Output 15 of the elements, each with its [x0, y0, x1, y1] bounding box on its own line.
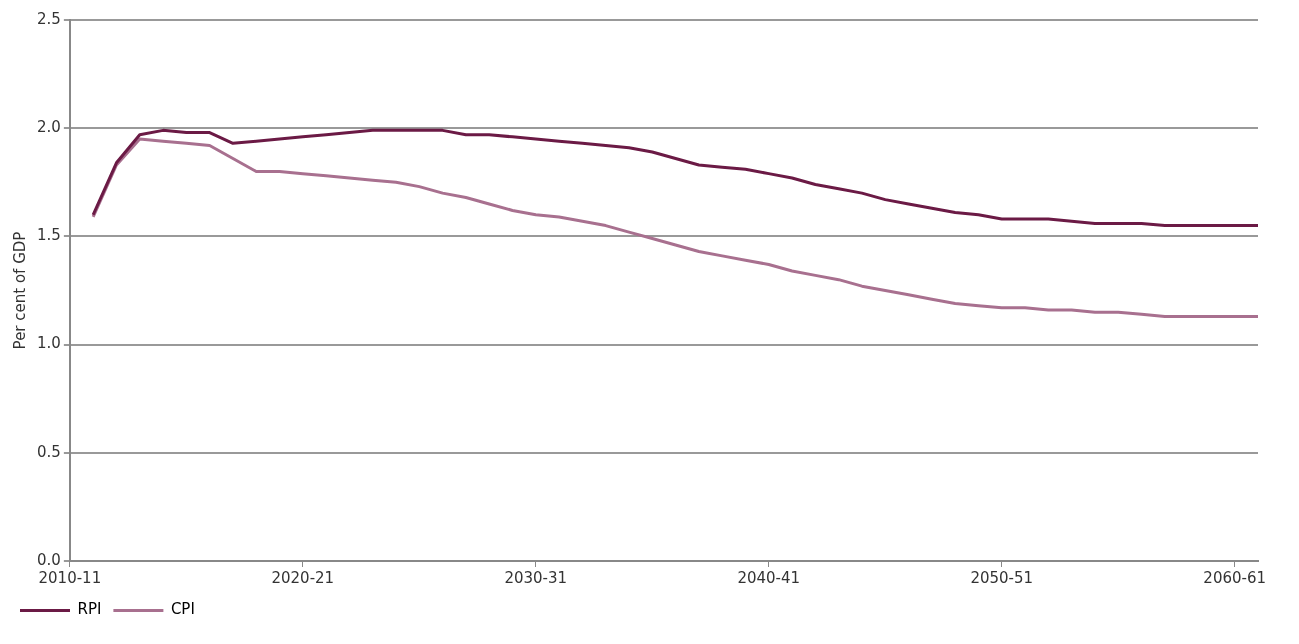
y-tick-label: 1.0	[37, 334, 61, 353]
y-tick-label: 2.0	[37, 118, 61, 137]
x-tick-label: 2050-51	[970, 568, 1034, 587]
x-tick-label: 2020-21	[271, 568, 335, 587]
x-tick-label: 2010-11	[38, 568, 102, 587]
y-tick-label: 2.5	[37, 9, 61, 28]
x-tick-label: 2040-41	[737, 568, 801, 587]
y-tick-label: 0.0	[37, 550, 61, 569]
x-tick-label: 2030-31	[504, 568, 568, 587]
y-tick-label: 0.5	[37, 442, 61, 461]
y-axis-title: Per cent of GDP	[10, 231, 29, 350]
x-tick-label: 2060-61	[1203, 568, 1267, 587]
legend-label: RPI	[77, 600, 102, 619]
legend-label: CPI	[170, 600, 195, 619]
y-tick-label: 1.5	[37, 226, 61, 245]
